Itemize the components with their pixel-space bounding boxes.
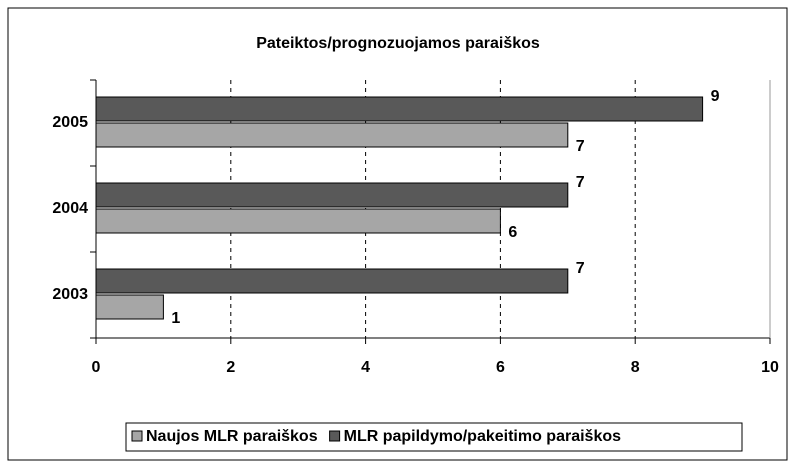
x-tick-label: 0 (92, 359, 101, 376)
bar (95, 96, 704, 122)
legend-label: Naujos MLR paraiškos (146, 428, 318, 445)
legend-swatch (131, 430, 143, 442)
bar (95, 294, 164, 320)
data-label: 7 (576, 138, 585, 155)
x-tick-label: 10 (761, 359, 779, 376)
data-label: 6 (508, 224, 517, 241)
x-tick-label: 2 (226, 359, 235, 376)
legend-swatch (329, 430, 341, 442)
y-tick-label: 2004 (52, 200, 88, 217)
x-tick-label: 8 (631, 359, 640, 376)
bar (95, 182, 569, 208)
y-tick-label: 2005 (52, 114, 88, 131)
x-tick-label: 4 (361, 359, 370, 376)
y-tick-label: 2003 (52, 286, 88, 303)
chart-title: Pateiktos/prognozuojamos paraiškos (256, 35, 540, 52)
data-label: 9 (711, 88, 720, 105)
data-label: 7 (576, 260, 585, 277)
chart-frame (7, 7, 788, 461)
x-tick-label: 6 (496, 359, 505, 376)
bar (95, 208, 501, 234)
bar (95, 268, 569, 294)
legend-box (125, 422, 743, 452)
legend-label: MLR papildymo/pakeitimo paraiškos (344, 428, 622, 445)
data-label: 7 (576, 174, 585, 191)
bar (95, 122, 569, 148)
data-label: 1 (171, 310, 180, 327)
